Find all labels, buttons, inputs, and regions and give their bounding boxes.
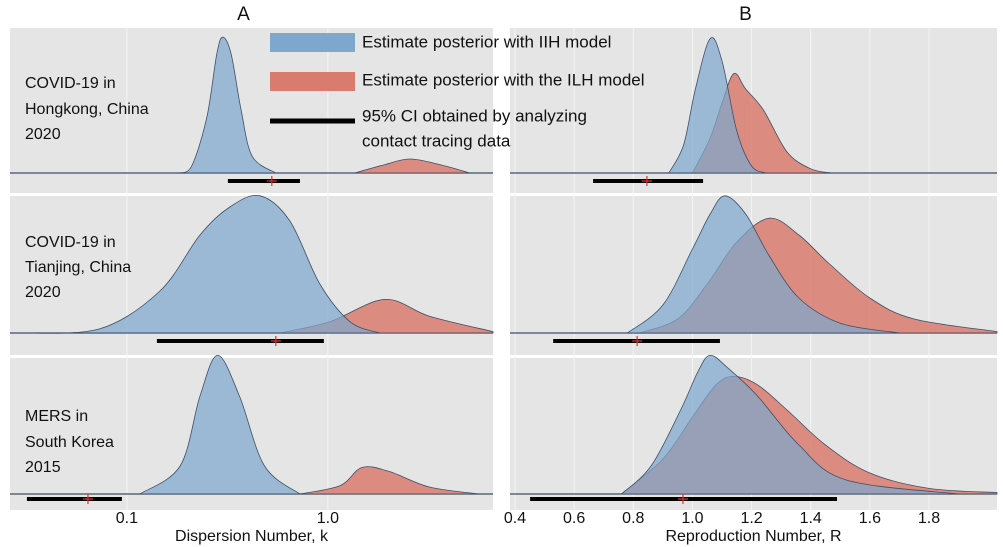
- x-tick-label: 1.6: [859, 510, 881, 527]
- legend-swatch: [270, 33, 355, 52]
- iih-density: [668, 37, 767, 174]
- x-tick-label: 1.2: [740, 510, 762, 527]
- panel-title: A: [237, 4, 250, 25]
- row-label: Tianjing, China: [25, 259, 131, 276]
- estimate-marker: [632, 336, 643, 346]
- legend-label: contact tracing data: [362, 131, 511, 150]
- x-tick-label: 1.8: [918, 510, 940, 527]
- ilh-density: [354, 158, 470, 174]
- legend-label: Estimate posterior with IIH model: [362, 32, 611, 51]
- legend-label: Estimate posterior with the ILH model: [362, 70, 645, 89]
- estimate-marker: [677, 494, 688, 504]
- row-label: 2015: [25, 459, 61, 476]
- legend-label: 95% CI obtained by analyzing: [362, 106, 587, 125]
- estimate-marker: [641, 176, 652, 186]
- iih-density: [138, 354, 302, 495]
- estimate-marker: [270, 336, 281, 346]
- x-axis-title: Reproduction Number, R: [665, 528, 841, 545]
- x-tick-label: 0.1: [116, 510, 138, 527]
- row-label: MERS in: [25, 408, 88, 425]
- x-tick-label: 1.0: [681, 510, 703, 527]
- estimate-marker: [266, 176, 277, 186]
- x-axis-title: Dispersion Number, k: [175, 528, 329, 545]
- panel-title: B: [739, 4, 752, 25]
- iih-density: [178, 36, 277, 174]
- estimate-marker: [82, 494, 93, 504]
- row-label: COVID-19 in: [25, 234, 116, 251]
- ilh-density: [299, 466, 480, 495]
- x-tick-label: 0.6: [563, 510, 585, 527]
- x-tick-label: 1.4: [800, 510, 822, 527]
- row-label: 2020: [25, 126, 61, 143]
- iih-density: [20, 194, 380, 334]
- row-label: South Korea: [25, 434, 114, 451]
- iih-density: [626, 195, 900, 334]
- x-tick-label: 0.4: [504, 510, 526, 527]
- x-tick-label: 1.0: [317, 510, 339, 527]
- x-tick-label: 0.8: [622, 510, 644, 527]
- row-label: Hongkong, China: [25, 101, 149, 118]
- row-label: COVID-19 in: [25, 75, 116, 92]
- iih-density: [620, 354, 959, 495]
- legend-swatch: [270, 72, 355, 91]
- row-label: 2020: [25, 284, 61, 301]
